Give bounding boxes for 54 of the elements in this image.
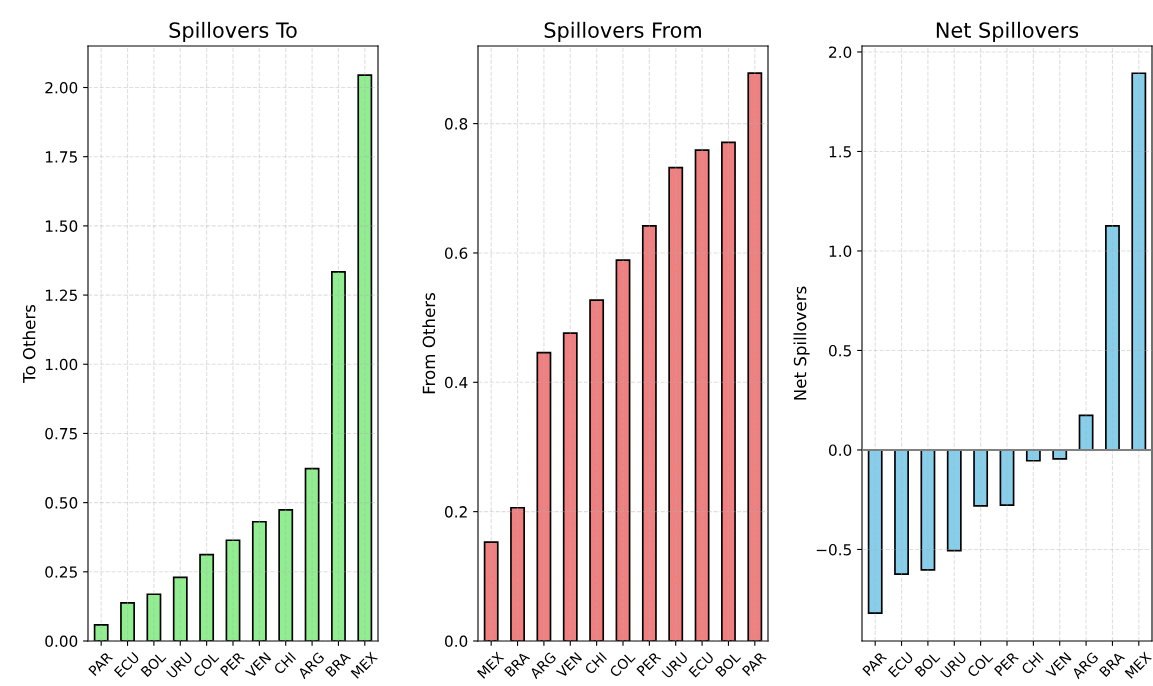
chart-title: Spillovers From <box>544 21 701 42</box>
y-tick-label: 2.00 <box>45 81 78 94</box>
x-tick-label: COL <box>608 650 636 678</box>
x-tick-label: COL <box>966 650 994 678</box>
y-tick-label: −0.5 <box>816 543 851 556</box>
y-tick-label: 0.00 <box>45 635 78 648</box>
x-tick-label: BOL <box>914 650 941 678</box>
x-tick-label: CHI <box>584 651 608 675</box>
y-tick-label: 1.25 <box>45 289 77 302</box>
y-tick-label: 0.50 <box>45 497 78 509</box>
x-tick-label: BRA <box>325 651 352 678</box>
y-tick-label: 0.75 <box>45 427 77 440</box>
x-tick-label: PAR <box>88 651 114 677</box>
x-tick-label: BOL <box>714 650 742 678</box>
y-tick-label: 2.0 <box>829 46 852 58</box>
bar <box>973 449 989 507</box>
y-tick-label: 0.6 <box>444 247 468 259</box>
x-tick-label: BRA <box>504 651 531 678</box>
bar <box>1131 72 1147 451</box>
x-tick-label: PER <box>636 651 662 677</box>
y-tick-label: 1.5 <box>829 146 851 158</box>
chart-title: Spillovers To <box>169 21 297 42</box>
x-tick-label: PAR <box>741 651 767 677</box>
y-tick-label: 0.0 <box>828 444 852 456</box>
x-tick-label: BOL <box>140 650 167 678</box>
y-tick-label: 1.0 <box>829 245 852 257</box>
y-tick-label: 1.75 <box>45 151 77 163</box>
y-tick-label: 0.2 <box>444 506 467 518</box>
bar <box>1025 449 1041 462</box>
y-tick-label: 1.00 <box>45 358 78 371</box>
bar <box>1078 414 1094 451</box>
x-tick-label: PER <box>220 651 245 677</box>
y-axis-title: To Others <box>22 304 36 383</box>
y-tick-label: 0.4 <box>444 376 468 389</box>
x-tick-label: PAR <box>862 651 888 677</box>
x-tick-label: CHI <box>1020 651 1044 675</box>
y-axis-title: Net Spillovers <box>793 286 810 400</box>
bar <box>920 449 936 571</box>
x-tick-label: COL <box>192 650 220 678</box>
chart-title: Net Spillovers <box>936 21 1079 42</box>
y-tick-label: 1.50 <box>45 220 78 232</box>
x-tick-label: PER <box>994 651 1019 677</box>
bar <box>999 449 1015 506</box>
bar <box>1105 225 1120 451</box>
y-tick-label: 0.5 <box>828 344 851 357</box>
y-tick-label: 0.25 <box>45 566 77 578</box>
y-tick-label: 0.0 <box>444 635 468 648</box>
bar <box>894 449 909 575</box>
x-tick-label: BRA <box>1099 651 1126 678</box>
y-tick-label: 0.8 <box>444 118 468 130</box>
bar <box>867 449 883 614</box>
bar <box>946 449 962 552</box>
x-tick-label: CHI <box>273 651 297 675</box>
y-axis-title: From Others <box>422 293 436 394</box>
